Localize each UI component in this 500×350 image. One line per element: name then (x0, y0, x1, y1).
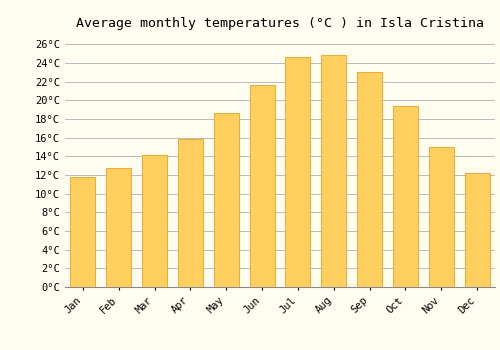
Bar (70, 177, 96, 287)
Bar (250, 85, 274, 287)
Bar (286, 57, 310, 287)
Bar (178, 139, 203, 287)
Bar (357, 72, 382, 287)
Bar (428, 147, 454, 287)
Title: Average monthly temperatures (°C ) in Isla Cristina: Average monthly temperatures (°C ) in Is… (76, 17, 484, 30)
Bar (464, 173, 489, 287)
Bar (106, 168, 132, 287)
Bar (142, 155, 167, 287)
Bar (214, 113, 239, 287)
Bar (321, 55, 346, 287)
Bar (393, 106, 418, 287)
